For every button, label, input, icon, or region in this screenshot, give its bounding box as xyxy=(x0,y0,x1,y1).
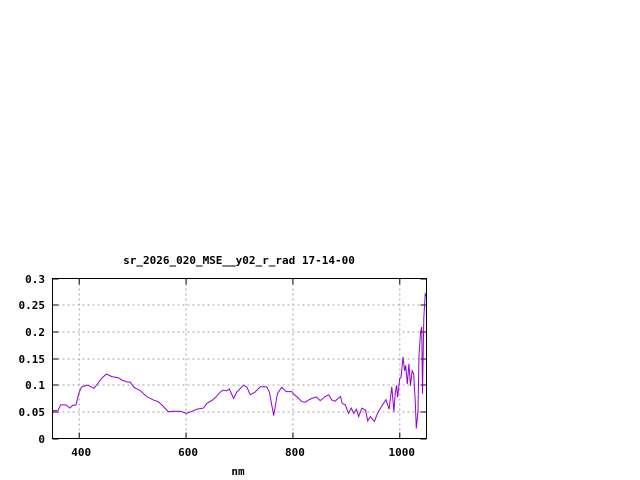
y-tick-label: 0.2 xyxy=(25,326,45,339)
chart-title: sr_2026_020_MSE__y02_r_rad 17-14-00 xyxy=(123,254,355,267)
x-tick-label: 400 xyxy=(71,446,91,459)
grid xyxy=(52,278,427,439)
x-tick-label: 1000 xyxy=(389,446,416,459)
plot-frame xyxy=(52,278,427,439)
y-axis-ticks: 0 0.05 0.1 0.15 0.2 0.25 0.3 xyxy=(19,273,427,446)
y-tick-label: 0 xyxy=(38,433,45,446)
y-tick-label: 0.3 xyxy=(25,273,45,286)
x-axis-label: nm xyxy=(231,465,245,478)
x-tick-label: 800 xyxy=(285,446,305,459)
y-tick-label: 0.1 xyxy=(25,379,45,392)
x-tick-label: 600 xyxy=(178,446,198,459)
x-axis-ticks: 400 600 800 1000 xyxy=(71,278,416,459)
y-tick-label: 0.05 xyxy=(19,406,46,419)
y-tick-label: 0.15 xyxy=(19,353,46,366)
y-tick-label: 0.25 xyxy=(19,299,46,312)
series-line xyxy=(52,292,427,429)
